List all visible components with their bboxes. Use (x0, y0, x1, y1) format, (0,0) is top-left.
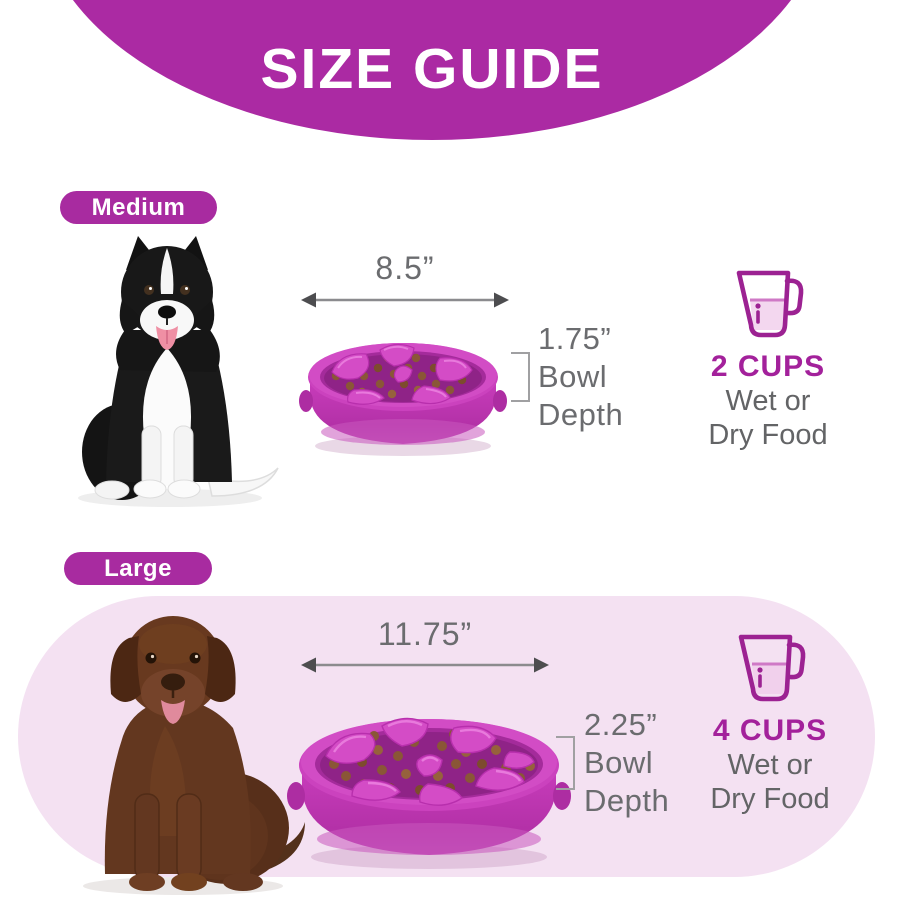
measuring-cup-icon (738, 634, 806, 702)
large-capacity-caption-2: Dry Food (710, 783, 830, 815)
bracket-icon (511, 352, 530, 402)
medium-capacity-caption-1: Wet or (725, 385, 811, 417)
medium-size-label: Medium (91, 193, 186, 221)
medium-capacity-value: 2 CUPS (710, 350, 826, 383)
medium-capacity-callout: 2 CUPS Wet or Dry Food (686, 264, 850, 452)
large-depth-caption-1: Bowl (584, 745, 654, 780)
medium-capacity-caption-2: Dry Food (708, 419, 828, 451)
medium-diameter-value: 8.5” (375, 250, 435, 286)
medium-size-pill: Medium (60, 191, 217, 224)
large-slow-feeder-bowl (287, 717, 571, 869)
large-size-label: Large (104, 554, 172, 582)
medium-depth-caption-2: Depth (538, 397, 624, 432)
bracket-icon (556, 736, 575, 790)
medium-slow-feeder-bowl (299, 343, 507, 456)
large-depth-caption-2: Depth (584, 783, 670, 818)
large-diameter-value: 11.75” (377, 616, 473, 652)
large-depth-callout: 2.25” Bowl Depth (584, 706, 669, 820)
medium-depth-callout: 1.75” Bowl Depth (538, 320, 623, 434)
chocolate-labrador-photo (83, 616, 305, 895)
border-collie-photo (78, 236, 279, 507)
medium-depth-caption-1: Bowl (538, 359, 608, 394)
measuring-cup-icon (736, 270, 804, 338)
horizontal-arrow-icon (301, 657, 549, 673)
large-capacity-callout: 4 CUPS Wet or Dry Food (688, 628, 852, 816)
large-size-pill: Large (64, 552, 212, 585)
large-capacity-value: 4 CUPS (712, 714, 828, 747)
medium-depth-value: 1.75” (538, 321, 612, 356)
large-depth-value: 2.25” (584, 707, 658, 742)
large-capacity-caption-1: Wet or (727, 749, 813, 781)
page-title: SIZE GUIDE (260, 37, 604, 101)
horizontal-arrow-icon (301, 292, 509, 308)
